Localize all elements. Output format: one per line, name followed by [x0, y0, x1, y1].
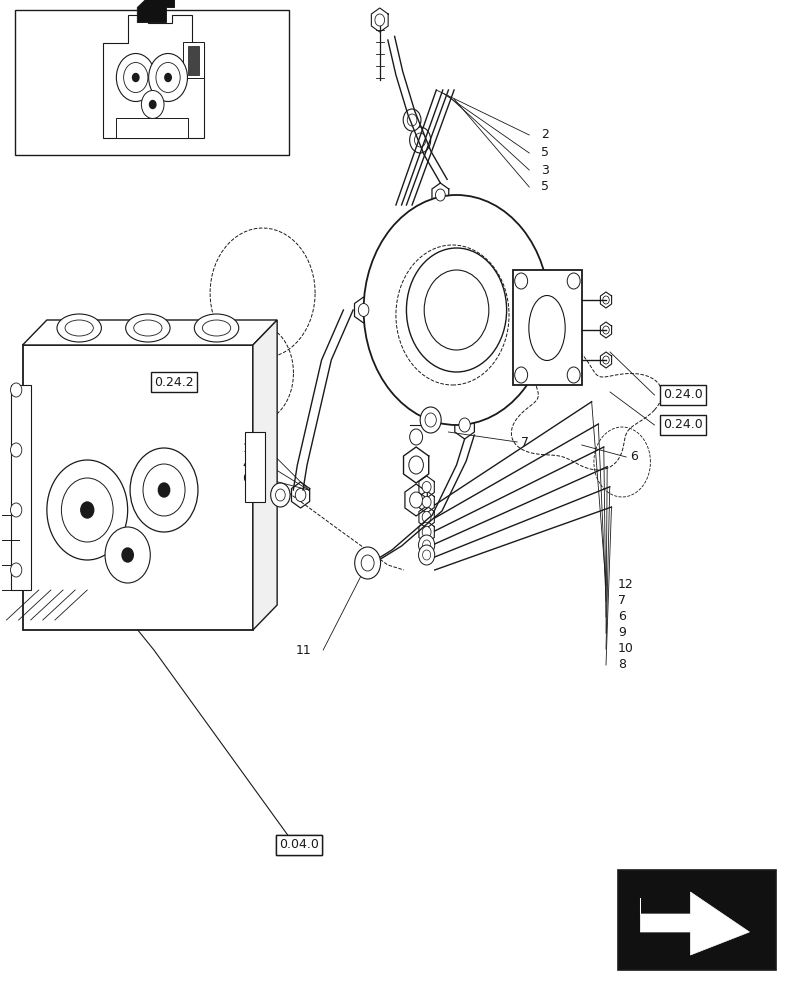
Circle shape [567, 273, 580, 289]
Polygon shape [103, 14, 204, 138]
Circle shape [105, 527, 150, 583]
Text: 10: 10 [618, 643, 634, 656]
Circle shape [133, 74, 139, 82]
Circle shape [419, 545, 435, 565]
Circle shape [47, 460, 128, 560]
Circle shape [415, 133, 426, 147]
Text: 7: 7 [521, 436, 529, 448]
Text: 12: 12 [618, 578, 633, 591]
Polygon shape [253, 320, 277, 630]
Circle shape [130, 448, 198, 532]
Polygon shape [137, 0, 175, 22]
Circle shape [276, 489, 285, 501]
Bar [183, 42, 204, 78]
Circle shape [396, 245, 509, 385]
Bar [188, 46, 199, 75]
Text: 7: 7 [618, 594, 626, 607]
Text: 5: 5 [541, 180, 549, 194]
Text: 9: 9 [618, 626, 626, 640]
Circle shape [419, 535, 435, 555]
Circle shape [11, 503, 22, 517]
Bar [618, 870, 776, 970]
Ellipse shape [529, 296, 566, 360]
Text: 1: 1 [242, 442, 250, 454]
Text: 0.24.2: 0.24.2 [154, 375, 194, 388]
Circle shape [406, 248, 507, 372]
Circle shape [567, 367, 580, 383]
Polygon shape [23, 320, 277, 345]
Circle shape [375, 14, 385, 26]
Ellipse shape [202, 320, 231, 336]
Bar [116, 118, 188, 138]
Circle shape [61, 478, 113, 542]
Text: 3: 3 [541, 163, 549, 176]
Circle shape [424, 270, 489, 350]
Circle shape [158, 483, 170, 497]
Ellipse shape [133, 320, 162, 336]
Circle shape [11, 563, 22, 577]
Circle shape [116, 53, 155, 102]
Circle shape [423, 540, 431, 550]
Circle shape [355, 547, 381, 579]
Ellipse shape [57, 314, 102, 342]
Circle shape [410, 492, 423, 508]
Circle shape [403, 109, 421, 131]
Circle shape [410, 127, 431, 153]
Text: 11: 11 [296, 644, 311, 656]
Bar [15, 10, 289, 155]
FancyBboxPatch shape [513, 270, 582, 385]
Circle shape [420, 407, 441, 433]
Ellipse shape [126, 314, 170, 342]
Circle shape [141, 91, 164, 118]
Circle shape [422, 482, 431, 492]
Circle shape [515, 273, 528, 289]
Circle shape [81, 502, 94, 518]
Text: 0.04.0: 0.04.0 [279, 838, 319, 852]
Bar [245, 432, 265, 502]
Polygon shape [641, 892, 750, 955]
Text: 4: 4 [242, 458, 250, 471]
Circle shape [165, 74, 171, 82]
Circle shape [515, 367, 528, 383]
Circle shape [407, 114, 417, 126]
Circle shape [149, 101, 156, 108]
Text: 2: 2 [541, 128, 549, 141]
Circle shape [11, 383, 22, 397]
Circle shape [409, 456, 423, 474]
Circle shape [422, 496, 431, 508]
Circle shape [149, 53, 187, 102]
Text: 0.24.0: 0.24.0 [663, 418, 703, 432]
Text: 8: 8 [618, 658, 626, 672]
Circle shape [361, 555, 374, 571]
Circle shape [143, 464, 185, 516]
Text: 5: 5 [541, 146, 549, 159]
Circle shape [422, 526, 431, 538]
Circle shape [11, 443, 22, 457]
Ellipse shape [195, 314, 239, 342]
Text: 6: 6 [630, 450, 638, 464]
Circle shape [295, 489, 305, 502]
Circle shape [425, 413, 436, 427]
Circle shape [459, 418, 470, 432]
Circle shape [422, 512, 431, 522]
Text: 6: 6 [618, 610, 626, 624]
Circle shape [603, 356, 609, 364]
Circle shape [410, 429, 423, 445]
Bar [11, 385, 31, 590]
Text: 0.04.0: 0.04.0 [279, 838, 319, 852]
Circle shape [122, 548, 133, 562]
Circle shape [423, 550, 431, 560]
Circle shape [271, 483, 290, 507]
Bar [23, 345, 253, 630]
Circle shape [156, 62, 180, 93]
Circle shape [603, 296, 609, 304]
Text: 6: 6 [242, 473, 250, 486]
Ellipse shape [65, 320, 94, 336]
Circle shape [124, 62, 148, 93]
Circle shape [358, 304, 368, 316]
Text: 0.24.0: 0.24.0 [663, 388, 703, 401]
Circle shape [436, 189, 445, 201]
Circle shape [603, 326, 609, 334]
Circle shape [364, 195, 549, 425]
